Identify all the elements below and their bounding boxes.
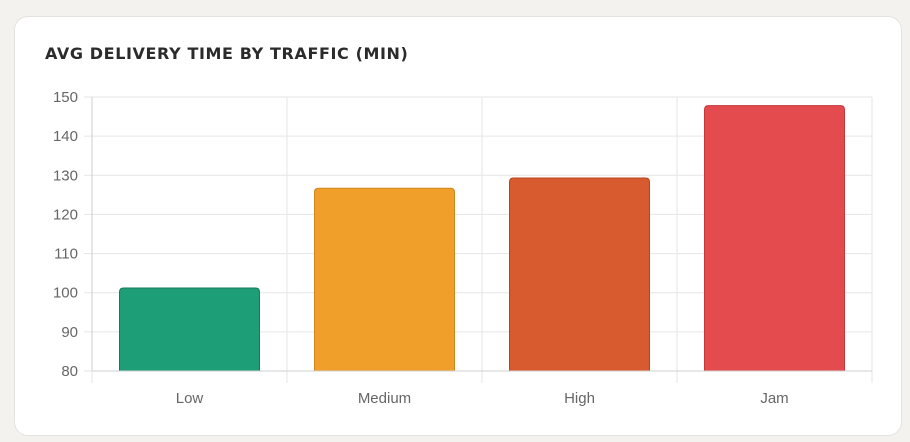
x-axis-tick-labels: Low Medium High Jam [176,390,789,407]
y-tick-label: 80 [61,363,78,380]
chart-bars [119,105,845,371]
x-tick-label: Medium [358,390,411,407]
y-tick-label: 150 [53,89,78,106]
y-tick-label: 90 [61,324,78,341]
bar-jam[interactable] [704,105,845,371]
x-tick-label: Jam [760,390,788,407]
y-tick-label: 110 [54,246,78,263]
x-tick-label: Low [176,390,204,407]
x-tick-label: High [564,390,595,407]
bar-medium[interactable] [314,187,455,371]
y-tick-label: 100 [53,285,78,302]
chart-title: AVG DELIVERY TIME BY TRAFFIC (MIN) [45,44,409,63]
bar-high[interactable] [509,177,650,371]
y-tick-label: 130 [53,167,78,184]
chart-axes [91,97,872,372]
y-tick-label: 140 [53,128,78,145]
y-axis-tick-labels: 80 90 100 110 120 130 140 150 [53,89,78,380]
bar-low[interactable] [119,287,260,371]
y-tick-label: 120 [53,206,78,223]
